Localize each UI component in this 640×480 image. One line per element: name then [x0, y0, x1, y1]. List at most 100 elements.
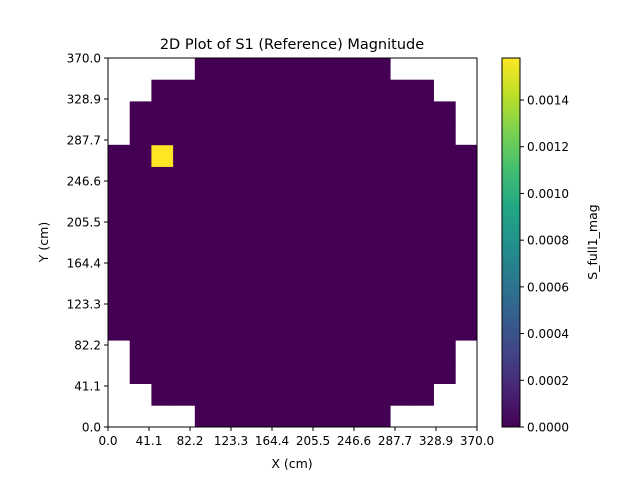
heatmap-cell [346, 58, 369, 81]
heatmap-cell [259, 231, 283, 254]
colorbar-label: S_full1_mag [585, 204, 600, 279]
plot-area [107, 57, 478, 428]
y-tick-label: 82.2 [74, 339, 101, 353]
y-tick-label: 328.9 [67, 93, 101, 107]
heatmap-cell [238, 318, 261, 341]
heatmap-cell [390, 275, 413, 298]
heatmap-cell [129, 166, 152, 189]
heatmap-cell [216, 361, 239, 384]
heatmap-cell [194, 144, 217, 167]
heatmap-cell [433, 296, 456, 319]
heatmap-cell [151, 188, 174, 211]
heatmap-cell [303, 383, 326, 406]
heatmap-cell [303, 209, 326, 233]
heatmap-cell [129, 123, 152, 146]
heatmap-cell [346, 405, 369, 428]
y-tick-label: 164.4 [67, 257, 101, 271]
heatmap-cell [346, 166, 369, 189]
heatmap-cell [194, 123, 217, 146]
heatmap-cell [281, 296, 304, 319]
heatmap-cell [259, 253, 283, 276]
heatmap-cell [216, 144, 239, 167]
heatmap-cell [368, 166, 391, 189]
heatmap-cell [455, 253, 478, 276]
heatmap-cell [303, 253, 326, 276]
heatmap-cell [216, 383, 239, 406]
heatmap-cell [238, 79, 261, 102]
heatmap-cell [368, 340, 391, 363]
heatmap-cell [281, 123, 304, 146]
heatmap-cell [433, 275, 456, 298]
heatmap-cell [238, 383, 261, 406]
x-tick-label: 82.2 [177, 434, 204, 448]
heatmap-cell [238, 296, 261, 319]
heatmap-cell [368, 405, 391, 428]
heatmap-cell [368, 209, 391, 233]
x-axis-ticks: 0.0 41.1 82.2 123.3 164.4 205.5 246.6 287.7 328.… [98, 427, 494, 448]
heatmap-cell [303, 231, 326, 254]
heatmap-cell [346, 318, 369, 341]
heatmap-cell [281, 318, 304, 341]
heatmap-cell [433, 123, 456, 146]
heatmap-cell [411, 383, 434, 406]
heatmap-cell [216, 209, 239, 233]
heatmap-cell [346, 123, 369, 146]
heatmap-cell [325, 383, 348, 406]
heatmap-cell [281, 361, 304, 384]
heatmap-cell [238, 188, 261, 211]
heatmap-cell [129, 188, 152, 211]
heatmap-cell [216, 231, 239, 254]
heatmap-cell [129, 101, 152, 124]
heatmap-cell [281, 253, 304, 276]
heatmap-cell [216, 296, 239, 319]
heatmap-cell [303, 318, 326, 341]
x-tick-label: 370.0 [460, 434, 494, 448]
heatmap-cell [194, 58, 217, 81]
heatmap-cell [151, 361, 174, 384]
heatmap-cell [455, 166, 478, 189]
y-tick-label: 246.6 [67, 175, 101, 189]
heatmap-cell [433, 166, 456, 189]
heatmap-cell [194, 383, 217, 406]
heatmap-cell [194, 209, 217, 233]
heatmap-cell [108, 296, 131, 319]
heatmap-cell [303, 79, 326, 102]
heatmap-cell [281, 79, 304, 102]
heatmap-cell [173, 166, 196, 189]
heatmap-cell [108, 318, 131, 341]
heatmap-cells [108, 58, 478, 428]
heatmap-cell [259, 383, 283, 406]
heatmap-cell [411, 188, 434, 211]
heatmap-cell [259, 144, 283, 167]
heatmap-cell [151, 296, 174, 319]
heatmap-cell [173, 361, 196, 384]
heatmap-cell [368, 361, 391, 384]
heatmap-cell [346, 361, 369, 384]
heatmap-cell [194, 188, 217, 211]
colorbar-tick-label: 0.0010 [527, 187, 569, 201]
heatmap-cell [411, 144, 434, 167]
heatmap-cell [238, 253, 261, 276]
heatmap-cell [108, 166, 131, 189]
heatmap-cell [346, 101, 369, 124]
heatmap-cell [281, 144, 304, 167]
heatmap-cell [411, 340, 434, 363]
heatmap-cell [194, 79, 217, 102]
heatmap-cell [368, 318, 391, 341]
heatmap-cell [151, 383, 174, 406]
heatmap-cell [238, 361, 261, 384]
y-tick-label: 0.0 [82, 421, 101, 435]
heatmap-cell [238, 231, 261, 254]
heatmap-cell [455, 318, 478, 341]
y-tick-label: 370.0 [67, 52, 101, 66]
heatmap-cell [259, 405, 283, 428]
heatmap-cell [259, 361, 283, 384]
heatmap-cell [325, 58, 348, 81]
heatmap-cell [325, 101, 348, 124]
heatmap-cell [303, 405, 326, 428]
colorbar-tick-label: 0.0002 [527, 374, 569, 388]
heatmap-cell [194, 101, 217, 124]
heatmap-cell [216, 101, 239, 124]
x-tick-label: 0.0 [98, 434, 117, 448]
